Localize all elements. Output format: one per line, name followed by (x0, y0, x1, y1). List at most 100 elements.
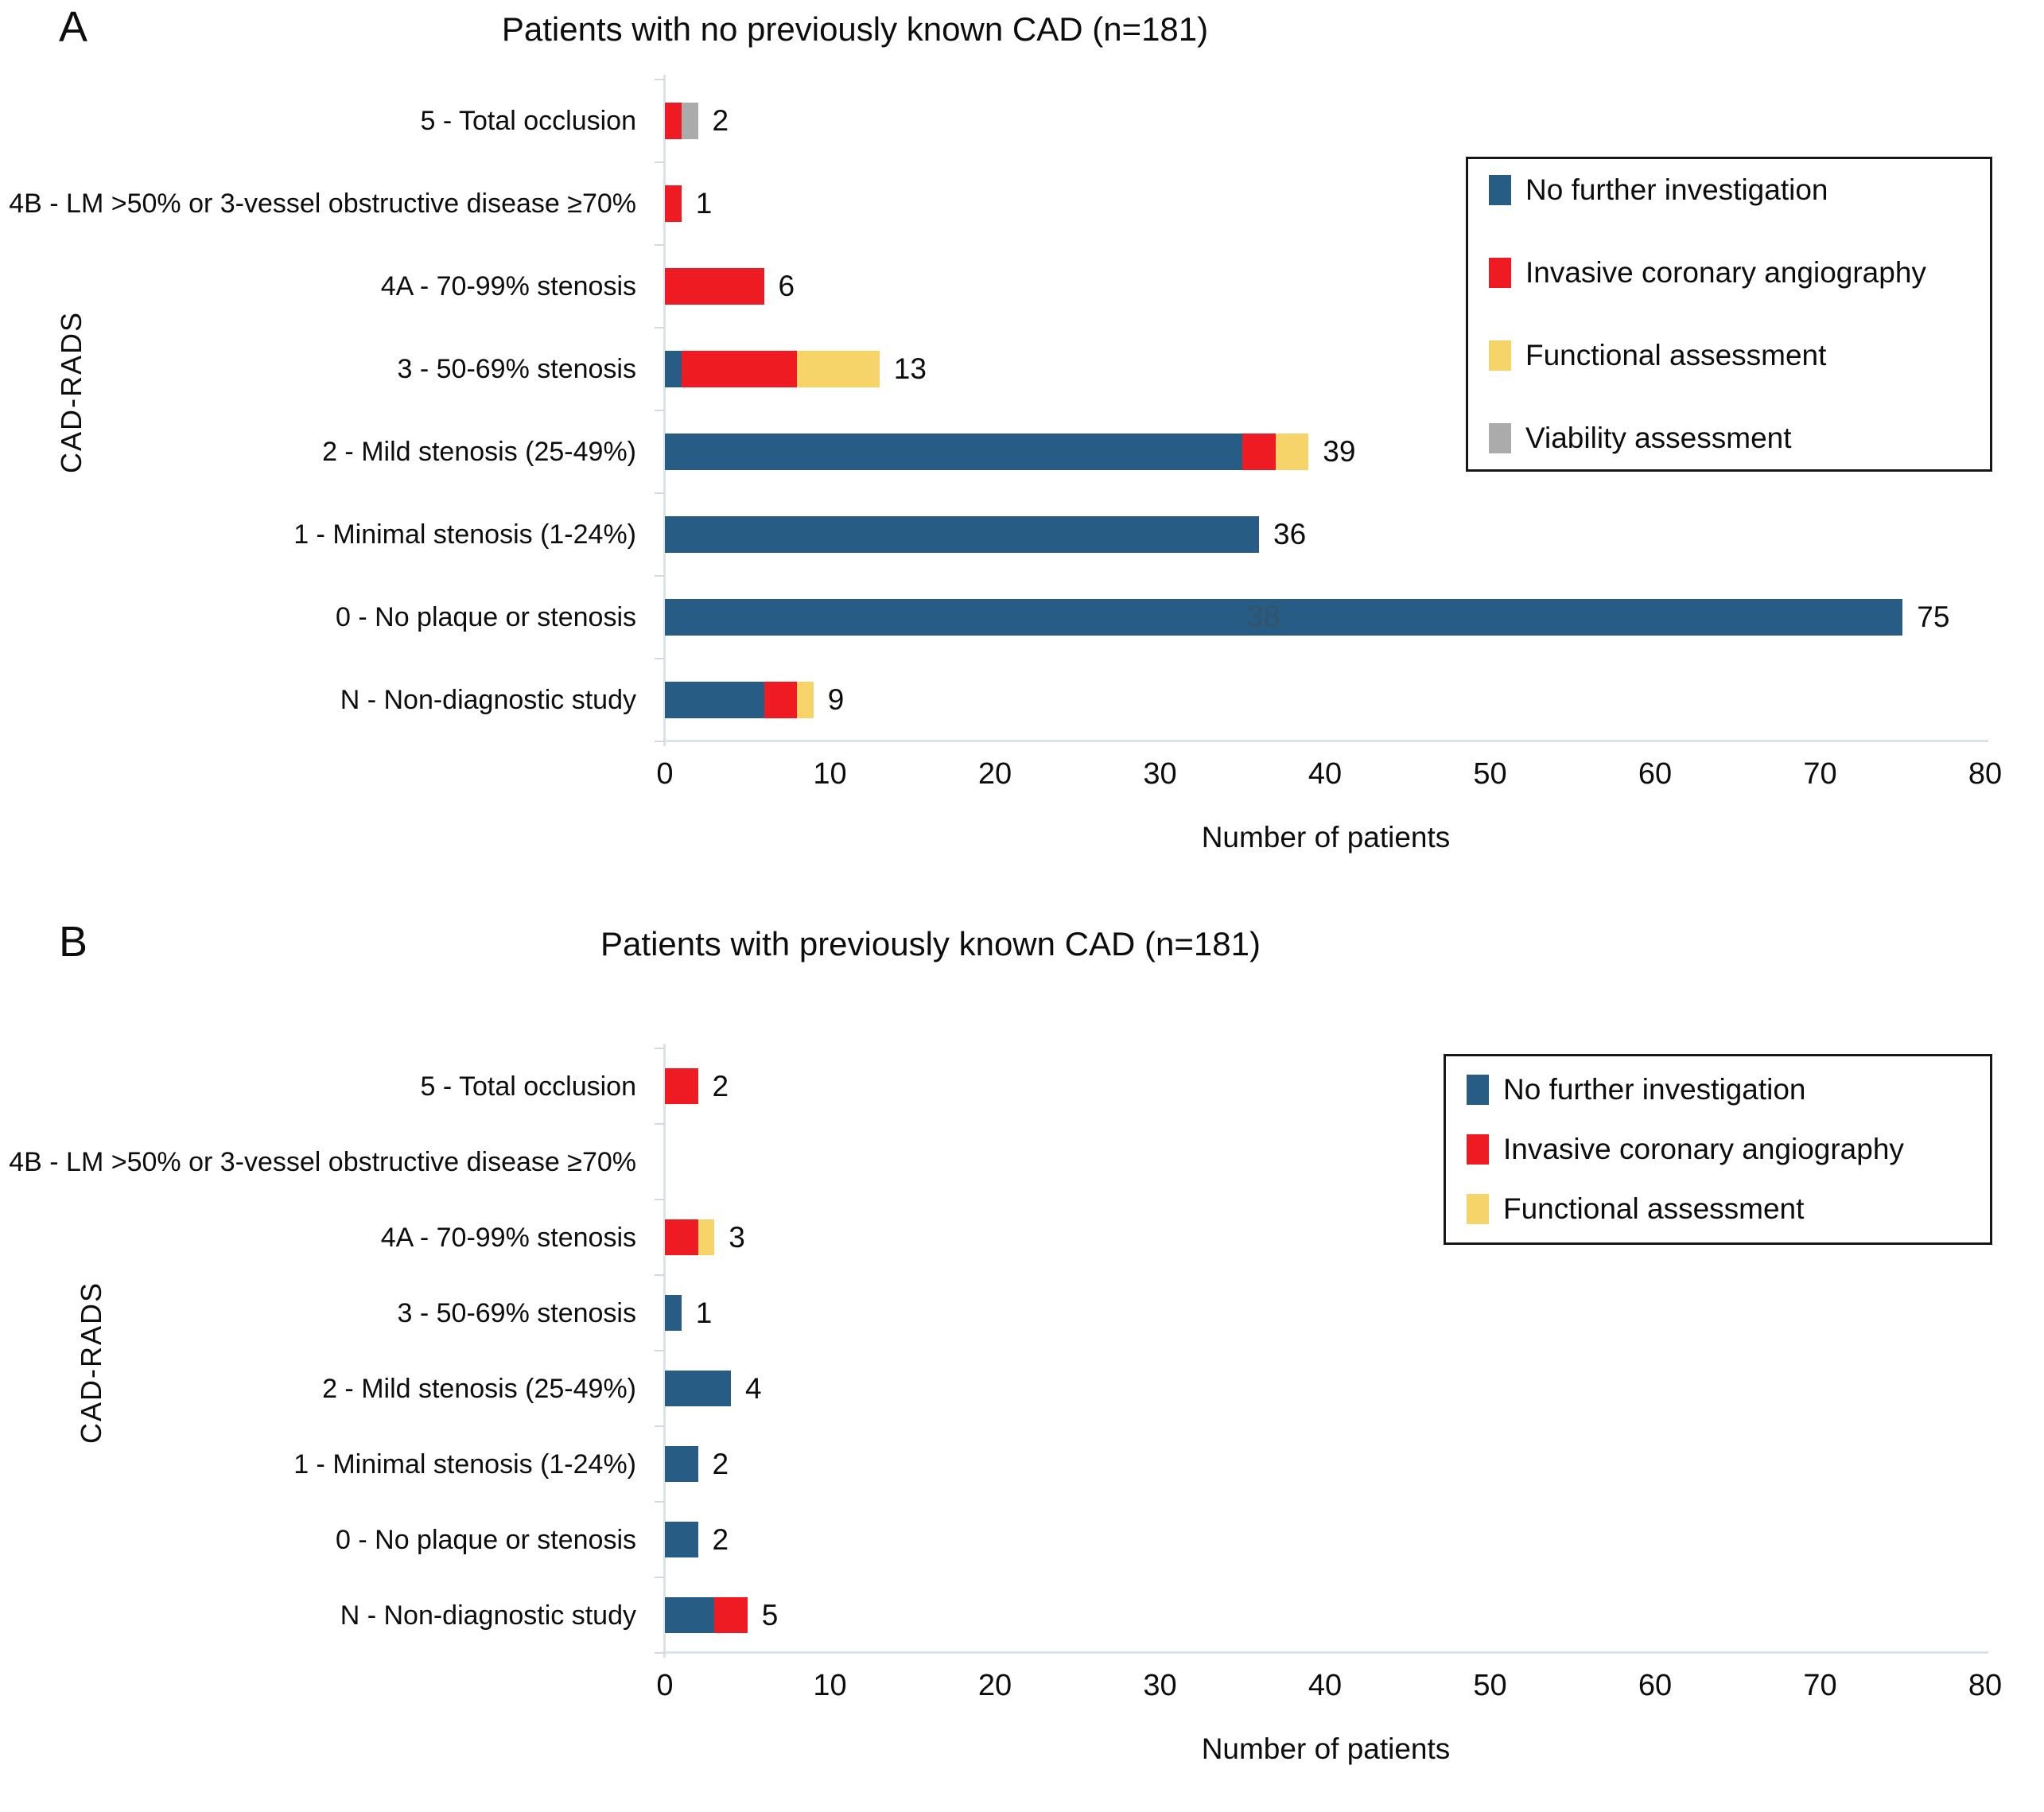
y-axis-tick (655, 575, 665, 577)
legend-label: Functional assessment (1525, 339, 1827, 371)
bar-segment-red (681, 351, 797, 387)
bar-value-label: 13 (893, 352, 927, 385)
category-label: N - Non-diagnostic study (340, 1600, 636, 1631)
legend-swatch-blue (1489, 175, 1511, 205)
bar-track (665, 1295, 682, 1331)
category-label: 1 - Minimal stenosis (1-24%) (293, 1448, 636, 1480)
bar-segment-yellow (1275, 434, 1309, 470)
bar-track (665, 268, 764, 305)
category-label: 1 - Minimal stenosis (1-24%) (293, 519, 636, 550)
y-axis-tick (655, 1199, 665, 1200)
x-tick-label: 40 (1308, 1669, 1343, 1702)
bar-row: 2 - Mild stenosis (25-49%) 39 (0, 410, 2044, 493)
bar-track (665, 516, 1259, 553)
category-label: 2 - Mild stenosis (25-49%) (322, 1373, 636, 1404)
bar-value-label: 1 (695, 187, 713, 220)
bar-segment-blue (665, 1597, 715, 1633)
bar-row: 5 - Total occlusion 2 (0, 1048, 2044, 1124)
bar-row: 1 - Minimal stenosis (1-24%) 2 (0, 1426, 2044, 1502)
bar-row: 3 - 50-69% stenosis 1 (0, 1275, 2044, 1351)
bar-track (665, 1446, 698, 1482)
bar-track (665, 1522, 698, 1557)
bar-row: 0 - No plaque or stenosis 38 75 (0, 576, 2044, 659)
bar-track (665, 103, 698, 139)
panel-b-letter: B (59, 918, 88, 966)
x-tick-label: 0 (656, 757, 674, 791)
panel-a-plot-area: 5 - Total occlusion 2 4B - LM >50% or 3-ve… (0, 80, 2044, 741)
bar-value-label: 36 (1273, 518, 1307, 550)
category-label: 3 - 50-69% stenosis (397, 1297, 637, 1328)
panel-a-x-axis-line (663, 740, 1988, 742)
y-axis-tick (655, 1048, 665, 1049)
bar-segment-blue (665, 682, 764, 718)
bar-row: 4B - LM >50% or 3-vessel obstructive dis… (0, 1124, 2044, 1200)
bar-value-label: 2 (712, 1069, 729, 1102)
bar-track (665, 1371, 731, 1406)
bar-row: 0 - No plaque or stenosis 2 (0, 1502, 2044, 1577)
panel-b-x-axis-line (663, 1651, 1988, 1654)
bar-segment-red (665, 103, 682, 139)
bar-segment-yellow (698, 1219, 715, 1255)
bar-track (665, 1068, 698, 1104)
bar-row: 5 - Total occlusion 2 (0, 80, 2044, 162)
legend-swatch-yellow (1489, 340, 1511, 371)
bar-segment-yellow (797, 351, 880, 387)
bar-row: 4B - LM >50% or 3-vessel obstructive dis… (0, 162, 2044, 245)
bar-value-label: 39 (1323, 435, 1356, 468)
legend-item: Functional assessment (1467, 1193, 1990, 1225)
panel-a-letter: A (59, 3, 88, 51)
legend-item: No further investigation (1467, 1074, 1990, 1106)
legend-item: Invasive coronary angiography (1489, 257, 1990, 289)
y-axis-tick (655, 410, 665, 411)
bar-row: N - Non-diagnostic study 9 (0, 659, 2044, 741)
x-tick-label: 20 (977, 757, 1012, 791)
category-label: 5 - Total occlusion (420, 1071, 636, 1102)
bar-segment-yellow (797, 682, 814, 718)
bar-value-label: 2 (712, 1447, 729, 1480)
bar-track (665, 351, 880, 387)
category-label: 4A - 70-99% stenosis (380, 1222, 636, 1253)
category-label: N - Non-diagnostic study (340, 685, 636, 715)
x-tick-label: 70 (1803, 1669, 1837, 1702)
legend-item: Invasive coronary angiography (1467, 1133, 1990, 1165)
bar-value-label: 2 (712, 1522, 729, 1556)
x-tick-label: 0 (656, 1669, 674, 1702)
bar-row: 3 - 50-69% stenosis 13 (0, 328, 2044, 410)
bar-track (665, 185, 682, 222)
bar-row: 2 - Mild stenosis (25-49%) 4 (0, 1351, 2044, 1426)
bar-segment-red (764, 682, 797, 718)
x-tick-label: 10 (813, 757, 847, 791)
x-tick-label: 40 (1308, 757, 1343, 791)
bar-segment-blue (665, 434, 1243, 470)
bar-value-label: 6 (778, 270, 795, 302)
legend-item: Viability assessment (1489, 422, 1990, 454)
panel-a-x-axis-title: Number of patients (1201, 821, 1451, 854)
bar-row: 4A - 70-99% stenosis 6 (0, 245, 2044, 328)
bar-track: 38 (665, 599, 1903, 636)
y-axis-tick (655, 1501, 665, 1503)
bar-segment-blue (665, 1295, 682, 1331)
bar-row: 1 - Minimal stenosis (1-24%) 36 (0, 493, 2044, 576)
bar-segment-red (665, 1219, 698, 1255)
legend-swatch-red (1467, 1134, 1489, 1165)
bar-row: N - Non-diagnostic study 5 (0, 1577, 2044, 1653)
category-label: 5 - Total occlusion (420, 106, 636, 136)
bar-segment-blue (665, 1371, 731, 1406)
legend-swatch-red (1489, 258, 1511, 288)
y-axis-tick (655, 244, 665, 246)
ghost-value-label: 38 (1246, 600, 1280, 634)
bar-segment-red (665, 1068, 698, 1104)
y-axis-tick (655, 1425, 665, 1427)
category-label: 0 - No plaque or stenosis (336, 602, 636, 632)
x-tick-label: 60 (1638, 1669, 1673, 1702)
panel-b-legend: No further investigation Invasive coronar… (1444, 1054, 1992, 1245)
x-tick-label: 30 (1143, 757, 1177, 791)
bar-segment-red (714, 1597, 748, 1633)
legend-label: Functional assessment (1503, 1192, 1805, 1225)
bar-segment-red (665, 268, 764, 305)
bar-value-label: 4 (745, 1371, 762, 1405)
bar-row: 4A - 70-99% stenosis 3 (0, 1200, 2044, 1275)
y-axis-tick (655, 327, 665, 329)
x-tick-label: 80 (1968, 757, 2003, 791)
